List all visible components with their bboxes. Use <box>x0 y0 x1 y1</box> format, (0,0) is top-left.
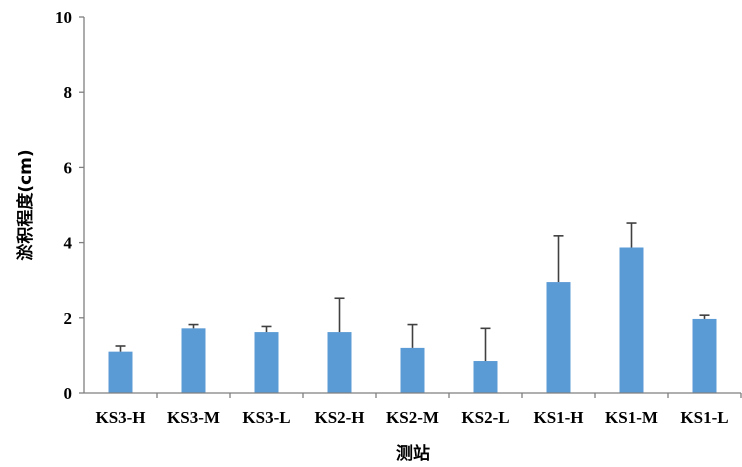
x-tick-label: KS2-L <box>461 408 509 427</box>
x-tick-label: KS2-M <box>386 408 439 427</box>
x-tick-label: KS3-M <box>167 408 220 427</box>
bar <box>619 247 644 393</box>
bar <box>692 318 717 393</box>
x-tick-label: KS1-L <box>680 408 728 427</box>
y-tick-label: 2 <box>64 309 73 328</box>
y-tick-label: 10 <box>55 8 72 27</box>
axes-group <box>79 16 742 398</box>
bar <box>327 332 352 393</box>
y-tick-label: 0 <box>64 384 73 403</box>
bar <box>473 361 498 393</box>
bars-group <box>108 247 717 393</box>
bar <box>181 328 206 393</box>
x-tick-label: KS2-H <box>314 408 364 427</box>
x-tick-label: KS1-H <box>533 408 583 427</box>
y-tick-labels: 0 2 4 6 8 10 <box>55 8 73 403</box>
x-tick-label: KS1-M <box>605 408 658 427</box>
bar <box>546 282 571 393</box>
x-axis-title: 测站 <box>396 443 430 464</box>
x-tick-label: KS3-L <box>242 408 290 427</box>
x-tick-label: KS3-H <box>95 408 145 427</box>
y-axis-title: 淤积程度(cm) <box>15 149 36 260</box>
bar <box>108 351 133 393</box>
error-bars-group <box>115 222 710 362</box>
bar <box>400 347 425 393</box>
y-tick-label: 4 <box>64 234 73 253</box>
x-tick-labels: KS3-H KS3-M KS3-L KS2-H KS2-M KS2-L KS1-H KS1-M… <box>95 408 728 427</box>
y-tick-label: 6 <box>64 158 73 177</box>
bar <box>254 332 279 393</box>
y-tick-label: 8 <box>64 83 73 102</box>
